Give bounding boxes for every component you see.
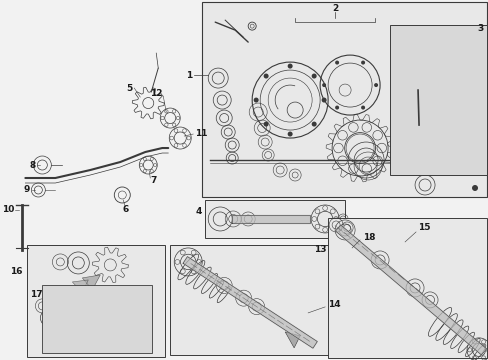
Circle shape [334, 105, 338, 109]
Text: 5: 5 [126, 84, 132, 93]
Text: 4: 4 [195, 207, 202, 216]
Circle shape [287, 64, 292, 69]
Polygon shape [52, 330, 68, 342]
Bar [327, 218, 486, 358]
Polygon shape [82, 275, 100, 290]
Text: 17: 17 [30, 291, 42, 300]
Polygon shape [285, 332, 300, 348]
Circle shape [263, 73, 268, 78]
Text: 2: 2 [331, 4, 338, 13]
Circle shape [287, 131, 292, 136]
Polygon shape [72, 280, 88, 293]
Bar [27, 245, 165, 357]
Text: 15: 15 [417, 224, 429, 233]
Circle shape [322, 83, 325, 87]
Text: 18: 18 [363, 233, 375, 242]
Text: 10: 10 [2, 206, 14, 215]
Text: 12: 12 [149, 89, 162, 98]
Circle shape [263, 122, 268, 127]
Bar [202, 2, 486, 197]
Text: 1: 1 [185, 71, 192, 80]
Circle shape [360, 105, 365, 109]
Bar [205, 200, 345, 238]
Circle shape [471, 185, 477, 191]
Circle shape [311, 73, 316, 78]
Text: 7: 7 [150, 176, 156, 185]
Text: 6: 6 [122, 206, 128, 215]
Circle shape [334, 60, 338, 64]
Text: 8: 8 [29, 161, 35, 170]
Bar [389, 25, 486, 175]
Circle shape [360, 60, 365, 64]
Bar [170, 245, 329, 355]
Text: 11: 11 [195, 129, 207, 138]
Circle shape [311, 122, 316, 127]
Circle shape [321, 98, 326, 103]
Text: 16: 16 [10, 267, 22, 276]
Text: 13: 13 [313, 246, 325, 255]
Bar [42, 285, 152, 353]
Text: 3: 3 [477, 24, 483, 33]
Text: 14: 14 [327, 300, 340, 309]
Polygon shape [232, 215, 309, 223]
Polygon shape [183, 257, 317, 348]
Circle shape [253, 98, 258, 103]
Circle shape [373, 83, 377, 87]
Polygon shape [335, 225, 486, 355]
Text: 9: 9 [24, 185, 30, 194]
